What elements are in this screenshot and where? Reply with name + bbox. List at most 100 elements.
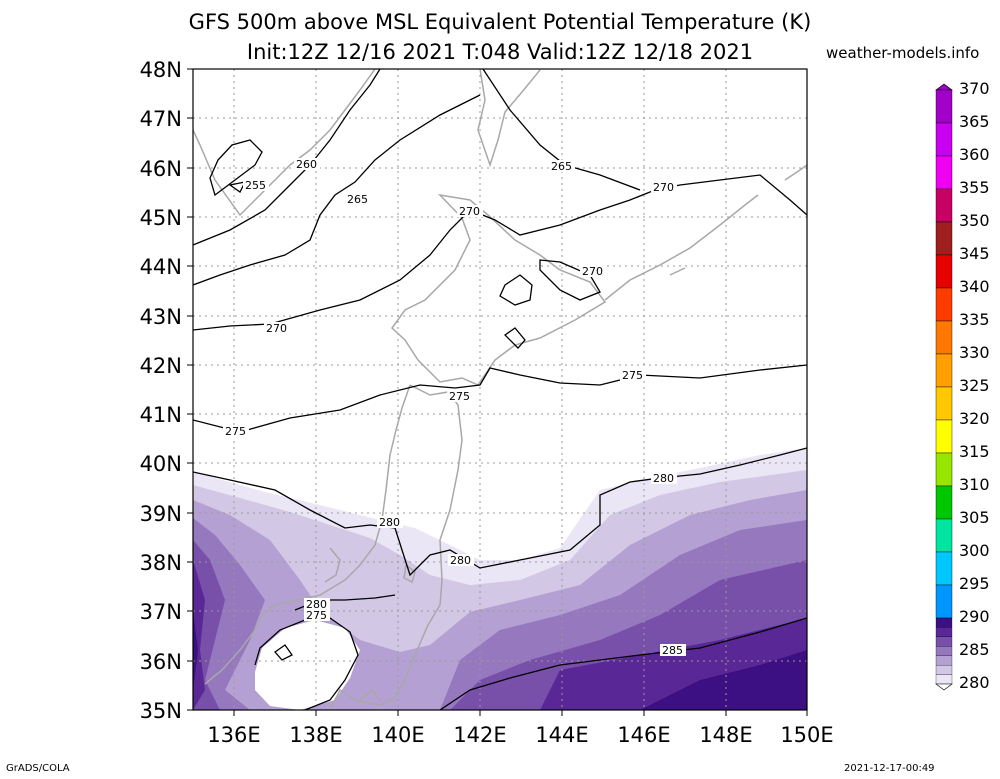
shade-white-pocket: [255, 620, 360, 710]
lon-label: 140E: [371, 723, 424, 747]
contour-label: 255: [245, 179, 266, 192]
contour-label: 265: [347, 193, 368, 206]
colorbar-labels: 370 365 360 355 350 345 340 335 330 325 …: [959, 79, 990, 692]
contour-label: 280: [306, 598, 327, 611]
lat-label: 40N: [140, 452, 182, 476]
colorbar-swatch: [935, 551, 953, 586]
contour-270-isle: [499, 274, 533, 306]
colorbar-label: 300: [959, 541, 990, 560]
colorbar-swatch: [935, 452, 953, 487]
colorbar-label: 285: [959, 640, 990, 659]
lon-axis-labels: 136E 138E 140E 142E 144E 146E 148E 150E: [207, 723, 833, 747]
colorbar-label: 365: [959, 112, 990, 131]
contour-label: 260: [296, 158, 317, 171]
site-credit: weather-models.info: [826, 44, 980, 62]
colorbar: 370 365 360 355 350 345 340 335 330 325 …: [935, 79, 990, 692]
lon-label: 144E: [535, 723, 588, 747]
lon-label: 148E: [699, 723, 752, 747]
plot-frame: [192, 68, 808, 711]
colorbar-label: 295: [959, 574, 990, 593]
shade-285: [193, 560, 807, 710]
noto-coast: [324, 547, 341, 583]
colorbar-label: 355: [959, 178, 990, 197]
colorbar-swatch: [935, 386, 953, 421]
contour-label: 275: [225, 425, 246, 438]
contour-label: 275: [622, 369, 643, 382]
contour-label: 280: [450, 554, 471, 567]
colorbar-label: 360: [959, 145, 990, 164]
colorbar-label: 305: [959, 508, 990, 527]
lat-label: 48N: [140, 58, 182, 82]
colorbar-label: 315: [959, 442, 990, 461]
colorbar-swatch: [935, 320, 953, 355]
colorbar-label: 370: [959, 79, 990, 98]
colorbar-label: 310: [959, 475, 990, 494]
colorbar-swatch: [935, 646, 953, 656]
chart-title: GFS 500m above MSL Equivalent Potential …: [188, 10, 812, 34]
kurils-coast: [604, 194, 759, 301]
contour-label: 270: [582, 265, 603, 278]
lon-label: 150E: [780, 723, 833, 747]
coastlines: [193, 69, 807, 710]
footer-credit: GrADS/COLA: [6, 763, 70, 774]
colorbar-swatch: [935, 518, 953, 553]
colorbar-swatch: [935, 419, 953, 454]
colorbar-swatch: [935, 287, 953, 322]
contour-label: 270: [459, 205, 480, 218]
contour-275-small: [274, 644, 293, 661]
contour-labels: 265 260 255 265 270 270 270 270 275 275 …: [223, 158, 686, 657]
honshu-west-coast: [204, 384, 411, 685]
colorbar-swatch: [935, 221, 953, 256]
colorbar-label: 335: [959, 310, 990, 329]
colorbar-swatch: [935, 584, 953, 619]
contour-label: 265: [551, 160, 572, 173]
colorbar-top-cap: [935, 83, 953, 91]
sakhalin-coast: [477, 69, 541, 168]
contour-270-east: [469, 174, 807, 236]
colorbar-swatch: [935, 155, 953, 190]
contour-label: 270: [653, 181, 674, 194]
contour-255: [209, 139, 263, 197]
lon-label: 146E: [617, 723, 670, 747]
lat-label: 45N: [140, 206, 182, 230]
colorbar-swatch: [935, 485, 953, 520]
footer-timestamp: 2021-12-17-00:49: [844, 763, 935, 774]
lat-label: 41N: [140, 403, 182, 427]
colorbar-swatch: [935, 674, 953, 685]
colorbar-swatches: [935, 83, 953, 691]
colorbar-label: 320: [959, 409, 990, 428]
graticule: [193, 69, 807, 710]
colorbar-label: 290: [959, 607, 990, 626]
colorbar-label: 345: [959, 244, 990, 263]
lat-label: 43N: [140, 305, 182, 329]
tick-marks: [187, 68, 808, 716]
colorbar-swatch: [935, 188, 953, 223]
colorbar-label: 325: [959, 376, 990, 395]
lon-label: 138E: [289, 723, 342, 747]
contour-255-inner: [228, 181, 247, 193]
colorbar-label: 330: [959, 343, 990, 362]
contour-275: [193, 364, 807, 433]
contour-label: 270: [266, 322, 287, 335]
lat-label: 35N: [140, 699, 182, 723]
colorbar-swatch: [935, 89, 953, 124]
lat-label: 46N: [140, 157, 182, 181]
contour-270-loop: [539, 259, 601, 301]
contour-label: 280: [379, 516, 400, 529]
lat-label: 37N: [140, 600, 182, 624]
colorbar-bottom-cap: [935, 683, 953, 691]
lat-label: 38N: [140, 551, 182, 575]
colorbar-label: 350: [959, 211, 990, 230]
lon-label: 136E: [207, 723, 260, 747]
contour-label: 285: [662, 644, 683, 657]
contour-270-west: [193, 209, 471, 331]
contour-265-west: [193, 94, 481, 286]
colorbar-label: 340: [959, 277, 990, 296]
colorbar-swatch: [935, 664, 953, 675]
primorye-coast: [193, 69, 376, 217]
contour-265-north: [482, 69, 641, 191]
lat-label: 47N: [140, 107, 182, 131]
lon-label: 142E: [453, 723, 506, 747]
colorbar-swatch: [935, 655, 953, 666]
